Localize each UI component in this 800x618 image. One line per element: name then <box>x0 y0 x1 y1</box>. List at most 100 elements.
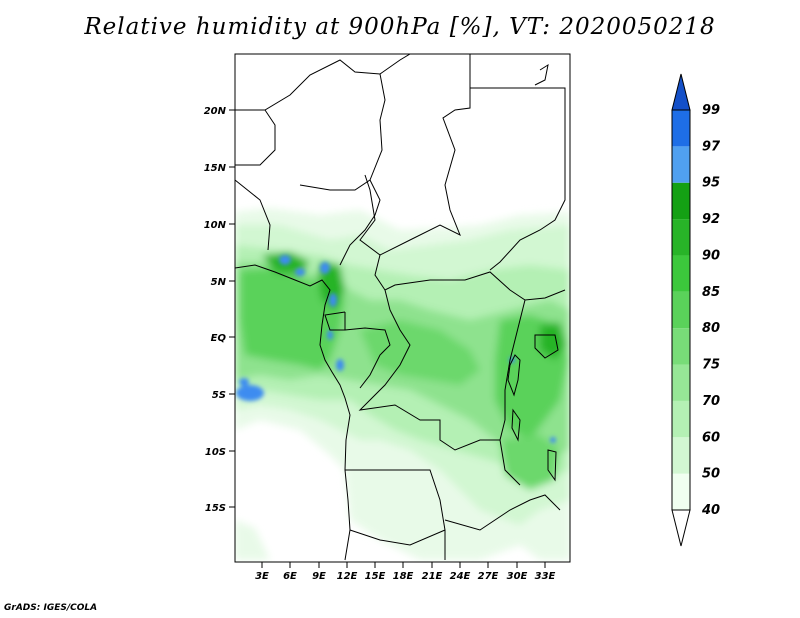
colorbar-label: 80 <box>702 321 720 336</box>
border <box>499 299 526 486</box>
credit-text: GrADS: IGES/COLA <box>4 603 98 613</box>
colorbar-segment <box>672 364 690 401</box>
lat-tick: EQ <box>211 333 235 344</box>
high-patch <box>295 268 305 276</box>
colorbar-lower-arrow <box>671 509 691 547</box>
border <box>235 179 271 251</box>
lon-tick: 9E <box>312 562 326 582</box>
lon-label-3e: 3E <box>255 571 269 582</box>
lon-tick: 18E <box>393 562 414 582</box>
border <box>349 529 446 546</box>
border <box>470 87 566 271</box>
colorbar-segment <box>672 146 690 183</box>
colorbar-segment <box>672 255 690 292</box>
plot-area: 20N 15N 10N 5N EQ 5S 10S 15S 3E 6E 9E 12… <box>204 53 571 582</box>
lon-tick: 27E <box>478 562 499 582</box>
lon-tick: 21E <box>422 562 443 582</box>
humidity-zone-80-central <box>360 320 480 385</box>
colorbar-frame <box>671 109 691 511</box>
map-title: Relative humidity at 900hPa [%], VT: 202… <box>84 14 716 40</box>
border <box>299 179 381 266</box>
colorbar-segment <box>672 400 690 438</box>
colorbar: 40 50 60 70 75 80 85 90 92 95 97 99 <box>671 73 721 547</box>
lat-tick: 5N <box>211 277 235 288</box>
border <box>358 289 500 451</box>
lon-label-12e: 12E <box>337 571 358 582</box>
high-patch <box>320 262 330 274</box>
colorbar-label: 92 <box>702 212 720 227</box>
lake <box>534 334 559 359</box>
lon-label-18e: 18E <box>393 571 414 582</box>
colorbar-label: 99 <box>702 103 720 118</box>
borders <box>235 54 566 561</box>
humidity-zone-light-sw <box>235 520 270 560</box>
colorbar-label: 40 <box>701 503 720 518</box>
humidity-zone-80 <box>240 268 345 370</box>
lat-label-5s: 5S <box>212 390 226 401</box>
colorbar-label: 95 <box>702 176 720 191</box>
coastline <box>235 264 351 561</box>
humidity-field <box>235 208 570 560</box>
border <box>369 73 386 181</box>
colorbar-label: 90 <box>702 248 720 263</box>
colorbar-label: 97 <box>702 139 721 154</box>
colorbar-segment <box>672 110 690 147</box>
humidity-zone-90-b <box>318 262 345 310</box>
lake <box>511 408 521 442</box>
lat-label-15s: 15S <box>205 503 226 514</box>
lake <box>507 354 521 397</box>
lat-axis: 20N 15N 10N 5N EQ 5S 10S 15S <box>204 106 235 514</box>
colorbar-segment <box>672 473 690 510</box>
border <box>444 494 561 531</box>
lon-label-24e: 24E <box>450 571 471 582</box>
lon-label-21e: 21E <box>422 571 443 582</box>
lon-label-27e: 27E <box>478 571 499 582</box>
colorbar-segment <box>672 437 690 474</box>
lat-label-10n: 10N <box>204 220 227 231</box>
high-patch <box>550 437 556 443</box>
lon-tick: 12E <box>337 562 358 582</box>
lon-tick: 33E <box>535 562 556 582</box>
border <box>235 109 276 166</box>
lat-label-20n: 20N <box>204 106 227 117</box>
lon-label-15e: 15E <box>365 571 386 582</box>
colorbar-segment <box>672 291 690 329</box>
lat-tick: 20N <box>204 106 235 117</box>
colorbar-segment <box>672 182 690 220</box>
humidity-zone-90-c <box>540 322 566 360</box>
lon-tick: 24E <box>450 562 471 582</box>
lat-tick: 5S <box>212 390 235 401</box>
high-patch <box>239 378 249 386</box>
border <box>374 254 566 301</box>
colorbar-label: 60 <box>702 430 720 445</box>
colorbar-label: 70 <box>702 394 720 409</box>
lat-label-5n: 5N <box>211 277 227 288</box>
border <box>235 54 411 111</box>
border <box>324 311 391 389</box>
lon-tick: 6E <box>283 562 297 582</box>
lon-tick: 3E <box>255 562 269 582</box>
colorbar-segment <box>672 219 690 256</box>
lake <box>547 449 557 482</box>
humidity-zone-80-se <box>500 435 560 490</box>
colorbar-label: 75 <box>702 358 720 373</box>
lon-label-30e: 30E <box>507 571 528 582</box>
colorbar-upper-arrow <box>671 73 691 111</box>
lat-tick: 10N <box>204 220 235 231</box>
lat-tick: 15S <box>205 503 235 514</box>
lat-label-15n: 15N <box>204 163 227 174</box>
lon-label-9e: 9E <box>312 571 326 582</box>
high-patch <box>236 385 264 401</box>
lat-label-10s: 10S <box>205 447 226 458</box>
lon-label-6e: 6E <box>283 571 297 582</box>
lat-tick: 10S <box>205 447 235 458</box>
lon-axis: 3E 6E 9E 12E 15E 18E 21E 24E 27E 30E 33E <box>255 562 556 582</box>
border <box>345 469 446 560</box>
high-patch <box>279 255 291 265</box>
colorbar-segment <box>672 328 690 365</box>
colorbar-segments <box>671 73 691 547</box>
lat-label-eq: EQ <box>211 333 227 344</box>
lon-tick: 15E <box>365 562 386 582</box>
lon-tick: 30E <box>507 562 528 582</box>
